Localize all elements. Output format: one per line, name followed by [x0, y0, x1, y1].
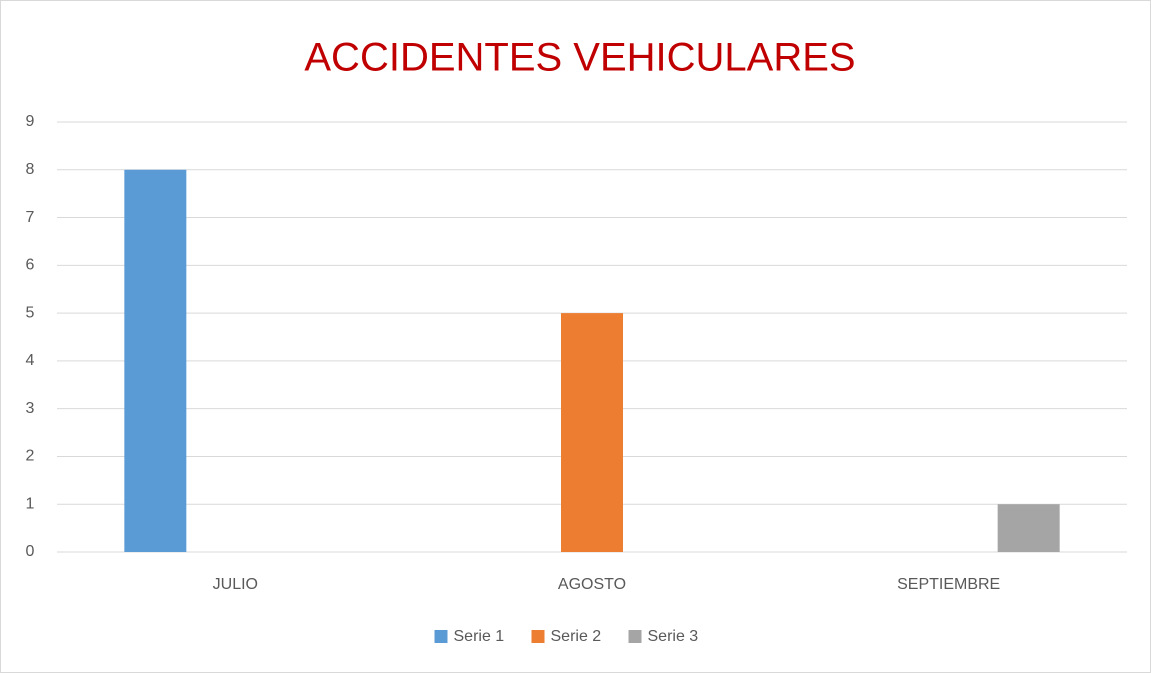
legend-swatch [531, 630, 545, 643]
legend-label: Serie 1 [454, 628, 505, 645]
y-tick-label: 9 [26, 113, 35, 130]
legend-swatch [628, 630, 642, 643]
y-tick-label: 1 [26, 495, 35, 512]
y-tick-label: 6 [26, 257, 35, 274]
y-tick-label: 7 [26, 209, 35, 226]
y-tick-label: 8 [26, 161, 35, 178]
y-tick-label: 3 [26, 400, 35, 417]
x-tick-label: SEPTIEMBRE [897, 576, 1000, 593]
y-tick-label: 5 [26, 304, 35, 321]
bar [997, 504, 1060, 552]
x-tick-label: JULIO [213, 576, 258, 593]
legend-label: Serie 2 [551, 628, 602, 645]
y-tick-label: 2 [26, 448, 35, 465]
x-tick-label: AGOSTO [558, 576, 626, 593]
y-tick-label: 4 [26, 352, 35, 369]
y-tick-label: 0 [26, 543, 35, 560]
legend-swatch [434, 630, 448, 643]
legend-label: Serie 3 [648, 628, 699, 645]
bar [124, 169, 187, 552]
bar [561, 313, 623, 552]
chart-title: ACCIDENTES VEHICULARES [304, 36, 855, 80]
